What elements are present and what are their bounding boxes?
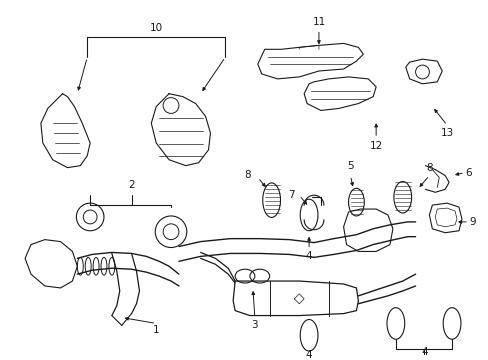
Text: 2: 2 bbox=[128, 180, 135, 190]
Text: 1: 1 bbox=[153, 325, 159, 336]
Text: 9: 9 bbox=[468, 217, 475, 227]
Text: 11: 11 bbox=[312, 17, 325, 27]
Text: 6: 6 bbox=[465, 167, 471, 177]
Text: 10: 10 bbox=[149, 23, 163, 33]
Text: 7: 7 bbox=[287, 190, 294, 200]
Text: 13: 13 bbox=[440, 128, 453, 138]
Text: 12: 12 bbox=[369, 141, 382, 151]
Text: 8: 8 bbox=[425, 163, 432, 173]
Text: 4: 4 bbox=[305, 251, 312, 261]
Text: 8: 8 bbox=[244, 170, 251, 180]
Text: 4: 4 bbox=[420, 347, 427, 357]
Text: 3: 3 bbox=[251, 320, 258, 330]
Text: 4: 4 bbox=[305, 350, 312, 360]
Text: 5: 5 bbox=[346, 161, 353, 171]
